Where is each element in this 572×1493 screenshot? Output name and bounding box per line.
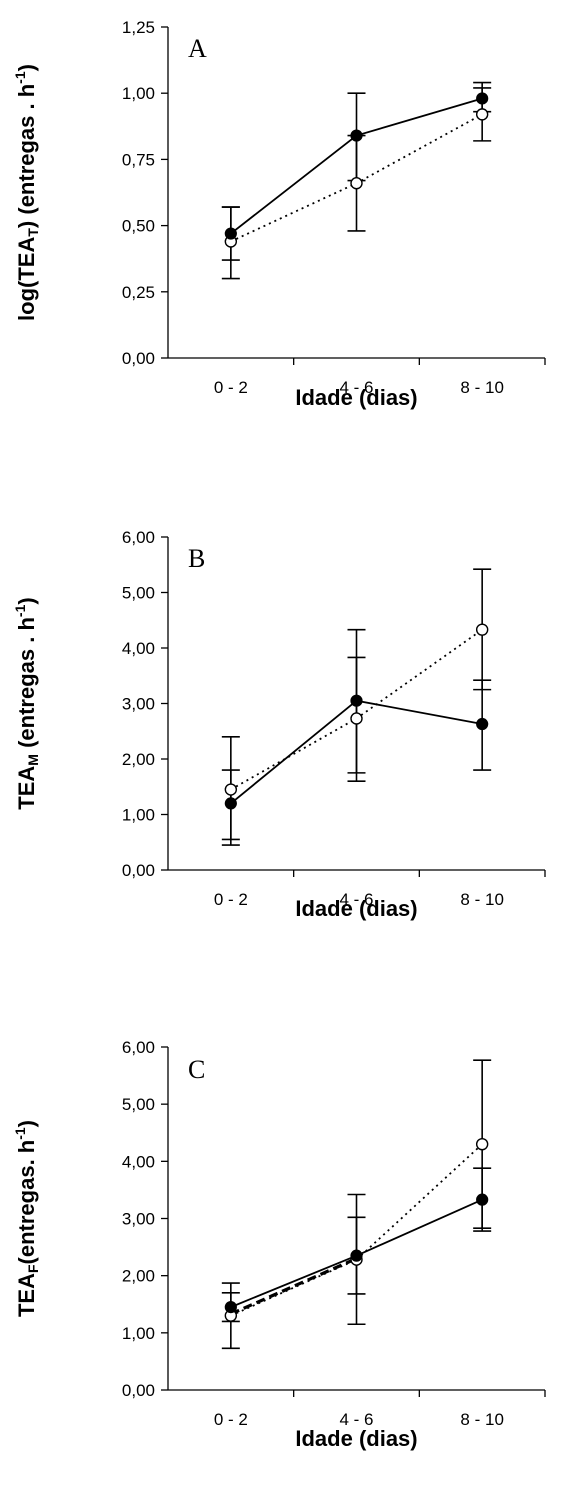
series-2-point	[475, 1137, 489, 1151]
panel-b: 0,00 1,00 2,00 3,00 4,00 5,00 6,00 0 - 2 4 - 6 8 …	[12, 528, 546, 921]
y-tick-label: 0,00	[122, 349, 155, 368]
y-tick-label: 0,25	[122, 283, 155, 302]
y-tick-label: 0,75	[122, 150, 155, 169]
panel-letter: C	[188, 1055, 205, 1084]
y-tick-label: 4,00	[122, 1152, 155, 1171]
x-tick-label: 8 - 10	[460, 890, 503, 909]
x-tick-label: 4 - 6	[339, 1410, 373, 1429]
y-tick-label: 4,00	[122, 639, 155, 658]
y-tick-label: 1,00	[122, 806, 155, 825]
series-1-point	[350, 129, 363, 142]
x-axis-title: Idade (dias)	[295, 385, 417, 410]
y-axis-title: TEAM (entregas . h-1)	[12, 597, 41, 809]
panel-a: 0,00 0,25 0,50 0,75 1,00 1,25 0 - 2 4 - 6 8 - 10…	[12, 18, 546, 410]
y-tick-label: 0,00	[122, 861, 155, 880]
series-1-point	[476, 92, 489, 105]
y-tick-label: 6,00	[122, 528, 155, 547]
dashed-segment	[230, 1257, 358, 1316]
y-axis-title-part: T	[25, 228, 41, 237]
y-tick-label: 2,00	[122, 750, 155, 769]
y-tick-label: 1,00	[122, 84, 155, 103]
series-1-point	[476, 1193, 489, 1206]
series-1-point	[350, 1249, 363, 1262]
x-tick-label: 4 - 6	[339, 378, 373, 397]
y-tick-label: 0,00	[122, 1381, 155, 1400]
x-axis-title: Idade (dias)	[295, 896, 417, 921]
panel-letter: B	[188, 544, 205, 573]
series-2-point	[224, 783, 238, 796]
y-axis-title-part: TEA	[14, 766, 39, 810]
y-tick-label: 0,50	[122, 217, 155, 236]
y-axis-title-part: -1	[12, 71, 28, 84]
x-tick-label: 0 - 2	[214, 1410, 248, 1429]
y-axis-title-part: )	[14, 64, 39, 71]
series-2-point	[475, 108, 489, 121]
y-axis-title-part: log(TEA	[14, 237, 39, 321]
y-tick-label: 1,00	[122, 1324, 155, 1343]
y-tick-label: 3,00	[122, 1210, 155, 1229]
y-axis-title: TEAF(entregas. h-1)	[12, 1120, 41, 1317]
series-1-point	[476, 717, 489, 731]
x-axis-title: Idade (dias)	[295, 1426, 417, 1451]
series-1-point	[224, 227, 237, 240]
x-tick-label: 8 - 10	[460, 1410, 503, 1429]
y-axis-title-part: )	[14, 597, 39, 604]
x-tick-label: 4 - 6	[339, 890, 373, 909]
y-axis-title-part: -1	[12, 1127, 28, 1140]
series-1-point	[224, 797, 237, 810]
x-tick-label: 0 - 2	[214, 890, 248, 909]
y-axis-title-part: ) (entregas . h	[14, 84, 39, 228]
series-2-point	[350, 712, 363, 725]
y-axis-title-part: (entregas . h	[14, 617, 39, 754]
y-axis-title-part: (entregas. h	[14, 1140, 39, 1265]
series-1-point	[350, 694, 363, 707]
y-tick-label: 5,00	[122, 1095, 155, 1114]
series-2-point	[475, 623, 489, 636]
y-axis-title-part: F	[25, 1264, 41, 1273]
y-tick-label: 3,00	[122, 695, 155, 714]
y-axis-title: log(TEAT) (entregas . h-1)	[12, 64, 41, 321]
y-axis-title-part: )	[14, 1120, 39, 1127]
x-tick-label: 0 - 2	[214, 378, 248, 397]
y-tick-label: 1,25	[122, 18, 155, 37]
series-2-point	[350, 177, 363, 190]
y-tick-label: 5,00	[122, 584, 155, 603]
y-tick-label: 6,00	[122, 1038, 155, 1057]
panel-letter: A	[188, 34, 207, 63]
series-1-point	[224, 1301, 237, 1314]
y-axis-title-part: M	[25, 754, 41, 766]
y-tick-label: 2,00	[122, 1267, 155, 1286]
x-tick-label: 8 - 10	[460, 378, 503, 397]
panel-c: 0,00 1,00 2,00 3,00 4,00 5,00 6,00 0 - 2 4 - 6 8 …	[12, 1038, 546, 1451]
y-axis-title-part: TEA	[14, 1273, 39, 1317]
y-axis-title-part: -1	[12, 604, 28, 617]
